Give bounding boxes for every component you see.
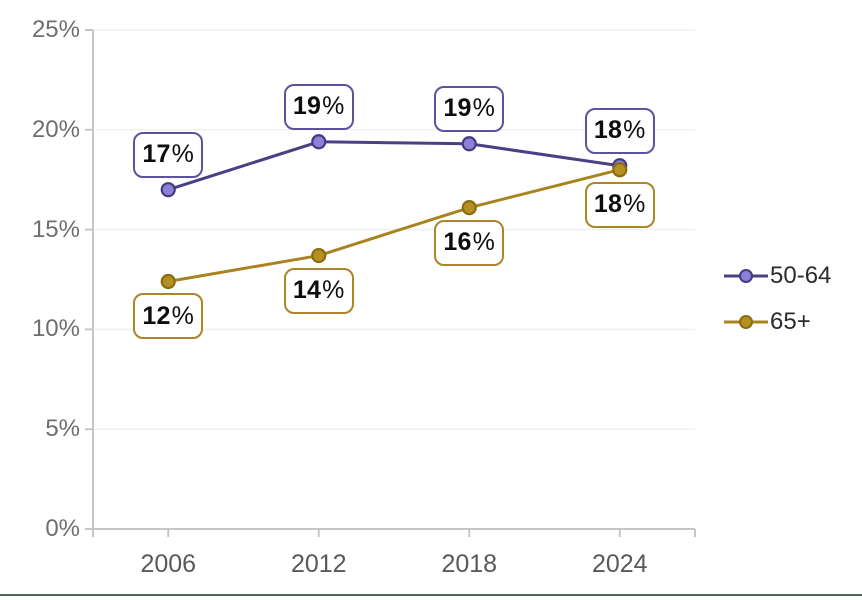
data-label-65+-2018: 16% [434, 219, 505, 266]
data-label-value: 14 [292, 276, 322, 305]
data-label-value: 19 [292, 92, 322, 121]
legend-label-50-64: 50-64 [770, 262, 832, 289]
percent-sign: % [322, 92, 345, 121]
legend: 50-64 65+ [724, 258, 831, 340]
y-axis-tick-label: 20% [31, 115, 80, 143]
data-point-marker [311, 247, 327, 264]
y-axis-tick-label: 0% [45, 515, 80, 542]
data-label-value: 19 [443, 94, 472, 123]
legend-dot-icon [739, 315, 753, 329]
data-label-value: 12 [142, 301, 171, 330]
y-axis-tick-label: 10% [31, 315, 80, 343]
data-label-value: 17 [142, 140, 171, 169]
data-point-marker [461, 136, 477, 152]
y-axis-tick-label: 25% [31, 16, 80, 43]
y-axis-tick-label: 5% [45, 415, 80, 443]
data-label-50-64-2012: 19% [283, 83, 354, 130]
x-axis-tick-label: 2012 [290, 550, 347, 578]
data-label-value: 18 [593, 190, 623, 219]
percent-sign: % [322, 276, 345, 305]
x-axis-tick-label: 2024 [591, 550, 648, 578]
data-point-marker [160, 273, 176, 290]
y-axis-tick-label: 15% [31, 215, 80, 243]
data-point-marker [311, 134, 327, 150]
data-label-value: 16 [443, 228, 472, 257]
bottom-divider [0, 594, 862, 596]
legend-item-50-64: 50-64 [724, 258, 831, 294]
data-point-marker [612, 162, 628, 178]
percent-sign: % [623, 190, 646, 219]
legend-line-marker-icon [724, 268, 768, 284]
data-label-65+-2012: 14% [283, 267, 354, 314]
data-point-marker [461, 200, 477, 216]
data-label-value: 18 [593, 116, 623, 145]
data-label-50-64-2024: 18% [584, 107, 655, 154]
percent-sign: % [171, 301, 195, 330]
percent-sign: % [472, 94, 496, 123]
data-label-50-64-2006: 17% [133, 131, 204, 178]
percent-sign: % [623, 116, 646, 145]
x-axis-tick-label: 2018 [441, 550, 498, 578]
data-label-65+-2006: 12% [133, 293, 204, 340]
data-label-50-64-2018: 19% [434, 85, 505, 132]
series-line-50-64 [167, 140, 620, 192]
legend-item-65plus: 65+ [724, 304, 831, 340]
legend-label-65plus: 65+ [770, 308, 811, 335]
data-point-marker [160, 182, 176, 198]
x-axis-tick-label: 2006 [140, 550, 197, 578]
percent-sign: % [472, 228, 496, 257]
legend-line-marker-icon [724, 314, 768, 330]
series-line-65+ [167, 168, 621, 283]
legend-dot-icon [739, 269, 753, 283]
data-label-65+-2024: 18% [584, 181, 655, 228]
percent-sign: % [171, 140, 195, 169]
